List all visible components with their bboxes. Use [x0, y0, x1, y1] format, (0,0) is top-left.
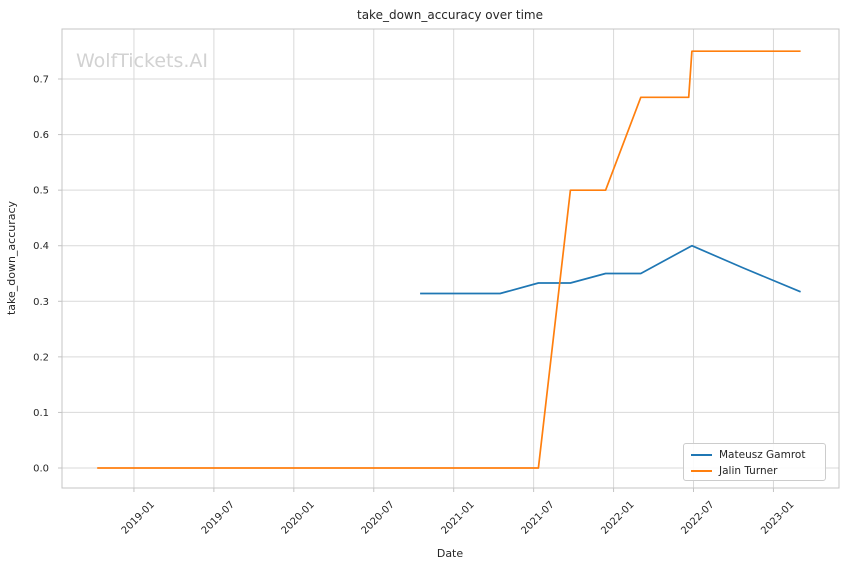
x-axis-label: Date [437, 547, 464, 560]
legend-label: Mateusz Gamrot [719, 449, 806, 461]
x-tick-label: 2019-01 [120, 499, 157, 536]
legend-line-swatch-blue [691, 454, 712, 456]
x-tick-label: 2022-01 [599, 499, 636, 536]
y-tick-label: 0.2 [33, 352, 49, 363]
x-tick-label: 2019-07 [200, 499, 237, 536]
x-tick-label: 2021-01 [439, 499, 476, 536]
legend-label: Jalin Turner [719, 465, 778, 477]
y-tick-label: 0.1 [33, 408, 49, 419]
y-tick-label: 0.7 [33, 75, 49, 86]
tick-layer [58, 78, 774, 492]
series-line-jalin-turner [97, 50, 801, 469]
legend-line-swatch-orange [691, 470, 712, 472]
y-tick-label: 0.0 [33, 463, 49, 474]
series-layer [97, 50, 801, 469]
chart-title: take_down_accuracy over time [357, 8, 543, 22]
y-tick-label: 0.6 [33, 130, 49, 141]
y-tick-label: 0.5 [33, 186, 49, 197]
y-tick-label: 0.3 [33, 297, 49, 308]
y-tick-label: 0.4 [33, 241, 49, 252]
x-tick-label: 2022-07 [679, 499, 716, 536]
series-line-mateusz-gamrot [420, 244, 801, 295]
legend-item-mateusz-gamrot: Mateusz Gamrot [691, 447, 818, 463]
x-tick-label: 2021-07 [519, 499, 556, 536]
watermark: WolfTickets.AI [76, 50, 208, 72]
grid-layer [62, 29, 839, 488]
x-tick-label: 2023-01 [759, 499, 796, 536]
x-tick-label: 2020-07 [360, 499, 397, 536]
x-tick-label: 2020-01 [280, 499, 317, 536]
plot-border [61, 28, 840, 489]
legend: Mateusz Gamrot Jalin Turner [683, 443, 826, 481]
y-axis-label: take_down_accuracy [5, 200, 18, 315]
legend-item-jalin-turner: Jalin Turner [691, 463, 818, 479]
